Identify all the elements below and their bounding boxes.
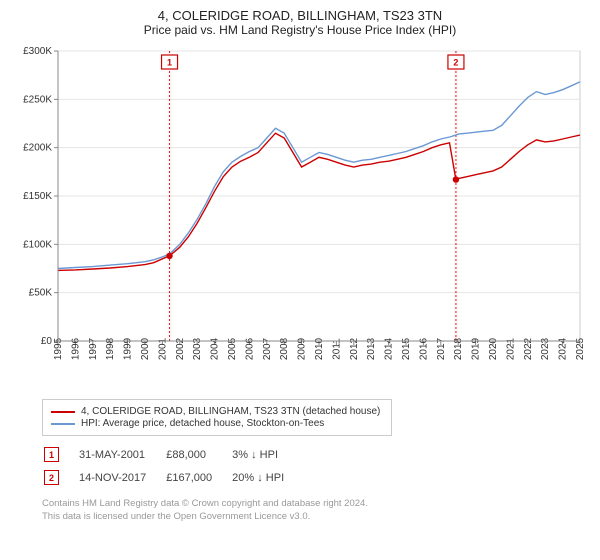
svg-text:£150K: £150K [23,191,52,202]
footnote-line: This data is licensed under the Open Gov… [42,511,590,524]
sale-date: 31-MAY-2001 [79,444,164,465]
footnote: Contains HM Land Registry data © Crown c… [42,498,590,524]
footnote-line: Contains HM Land Registry data © Crown c… [42,498,590,511]
svg-text:£100K: £100K [23,239,52,250]
sale-marker: 1 [44,444,77,465]
marker-box-icon: 1 [44,447,59,462]
line-chart: £0£50K£100K£150K£200K£250K£300K199519961… [12,43,588,393]
sales-table: 1 31-MAY-2001£88,0003% ↓ HPI 2 14-NOV-2017£… [42,442,304,490]
svg-text:2: 2 [453,58,458,68]
sale-delta: 3% ↓ HPI [232,444,302,465]
sale-price: £88,000 [166,444,230,465]
svg-text:£250K: £250K [23,94,52,105]
chart-title: 4, COLERIDGE ROAD, BILLINGHAM, TS23 3TN [10,8,590,23]
legend-label: HPI: Average price, detached house, Stoc… [81,418,324,429]
svg-text:1: 1 [167,58,172,68]
chart-area: £0£50K£100K£150K£200K£250K£300K199519961… [12,43,588,393]
sale-price: £167,000 [166,467,230,488]
svg-text:£200K: £200K [23,143,52,154]
svg-text:£0: £0 [41,336,53,347]
table-row: 1 31-MAY-2001£88,0003% ↓ HPI [44,444,302,465]
table-row: 2 14-NOV-2017£167,00020% ↓ HPI [44,467,302,488]
legend: 4, COLERIDGE ROAD, BILLINGHAM, TS23 3TN … [42,399,392,436]
legend-label: 4, COLERIDGE ROAD, BILLINGHAM, TS23 3TN … [81,406,380,417]
legend-swatch [51,411,75,413]
sale-marker: 2 [44,467,77,488]
chart-subtitle: Price paid vs. HM Land Registry's House … [10,23,590,37]
svg-text:£300K: £300K [23,46,52,57]
legend-item: HPI: Average price, detached house, Stoc… [51,418,383,429]
sale-date: 14-NOV-2017 [79,467,164,488]
sale-delta: 20% ↓ HPI [232,467,302,488]
legend-swatch [51,423,75,425]
svg-text:£50K: £50K [29,288,53,299]
marker-box-icon: 2 [44,470,59,485]
legend-item: 4, COLERIDGE ROAD, BILLINGHAM, TS23 3TN … [51,406,383,417]
